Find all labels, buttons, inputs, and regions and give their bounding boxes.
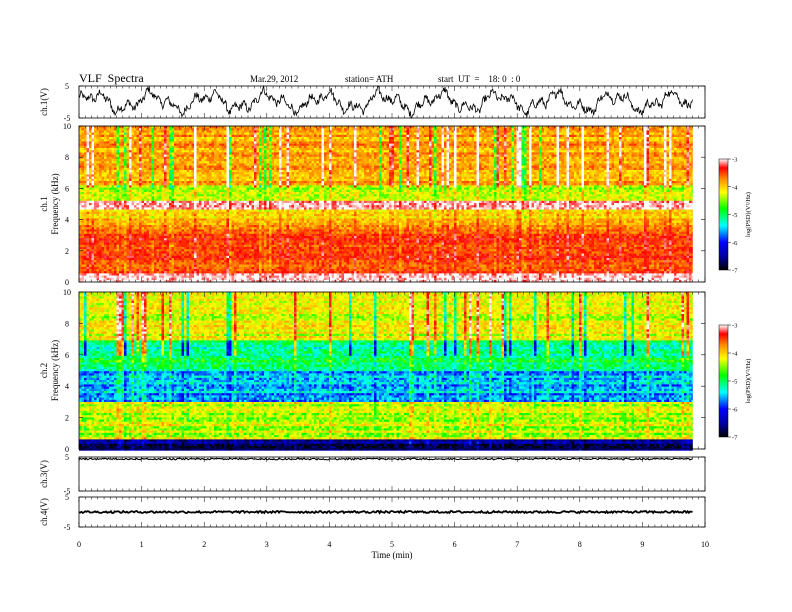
ch1-spectrogram-ylabel-1: Frequency (kHz) [50, 173, 60, 234]
x-axis-label: Time (min) [372, 550, 413, 560]
ch1-waveform-ytick-0: 5 [65, 82, 69, 91]
xtick-7: 7 [515, 540, 519, 549]
ch2-spectrogram-colorbar-tick-1: -4 [732, 351, 738, 358]
ch1-spectrogram-colorbar-label: log(PSD)(V²/Hz) [745, 192, 752, 237]
ch1-spectrogram-colorbar-tick-4: -7 [732, 268, 738, 275]
ch1-spectrogram-colorbar-tick-1: -4 [732, 184, 738, 191]
ch2-spectrogram-ylabel-1: Frequency (kHz) [50, 340, 60, 401]
ch2-spectrogram-ytick-1: 2 [65, 414, 69, 423]
ch3-waveform-ylabel-0: ch.3(V) [39, 460, 49, 488]
ch1-spectrogram-colorbar-tick-0: -3 [732, 157, 737, 164]
ch1-spectrogram-ylabel-0: ch.1 [39, 196, 49, 211]
ch1-spectrogram-colorbar [719, 159, 728, 270]
ch2-spectrogram-colorbar-tick-0: -3 [732, 323, 737, 330]
xtick-9: 9 [640, 540, 644, 549]
xtick-2: 2 [202, 540, 206, 549]
ch3-waveform-ytick-0: 5 [65, 453, 69, 462]
ch4-waveform-ytick-0: 5 [65, 493, 69, 502]
ch2-spectrogram-colorbar-label: log(PSD)(V²/Hz) [745, 359, 752, 404]
ch1-spectrogram-heatmap [79, 126, 693, 283]
ch2-spectrogram-ytick-2: 4 [65, 382, 69, 391]
ch2-spectrogram-colorbar-tick-3: -6 [732, 407, 738, 414]
xtick-10: 10 [701, 540, 709, 549]
ch1-spectrogram-ytick-3: 6 [65, 184, 69, 193]
ch1-spectrogram-colorbar-tick-2: -5 [732, 212, 737, 219]
ch1-spectrogram-ytick-5: 10 [63, 122, 71, 131]
ch1-waveform-ylabel-0: ch.1(V) [39, 88, 49, 116]
ch1-spectrogram-ytick-2: 4 [65, 216, 69, 225]
xtick-0: 0 [77, 540, 81, 549]
ch1-spectrogram-ytick-0: 0 [65, 278, 69, 287]
ch2-spectrogram-ylabel-0: ch.2 [39, 363, 49, 378]
xtick-1: 1 [140, 540, 144, 549]
ch2-spectrogram-colorbar-tick-4: -7 [732, 435, 738, 442]
ch1-spectrogram-colorbar-tick-3: -6 [732, 240, 738, 247]
ch2-spectrogram-colorbar [719, 325, 728, 437]
ch2-spectrogram-heatmap [79, 292, 693, 451]
ch4-waveform-ylabel-0: ch.4(V) [39, 498, 49, 526]
ch1-spectrogram-ytick-1: 2 [65, 247, 69, 256]
ch4-waveform-trace [79, 511, 693, 513]
ch3-waveform-frame [79, 457, 705, 491]
xtick-6: 6 [453, 540, 457, 549]
ch1-spectrogram-ytick-4: 8 [65, 153, 69, 162]
ch2-spectrogram-ytick-4: 8 [65, 319, 69, 328]
xtick-8: 8 [578, 540, 582, 549]
ch2-spectrogram-ytick-5: 10 [63, 288, 71, 297]
ch2-spectrogram-colorbar-tick-2: -5 [732, 379, 737, 386]
xtick-3: 3 [265, 540, 269, 549]
ch2-spectrogram-ytick-3: 6 [65, 351, 69, 360]
ch1-waveform-trace [79, 86, 693, 118]
xtick-5: 5 [390, 540, 394, 549]
xtick-4: 4 [327, 540, 331, 549]
ch4-waveform-ytick-1: -5 [64, 523, 71, 532]
